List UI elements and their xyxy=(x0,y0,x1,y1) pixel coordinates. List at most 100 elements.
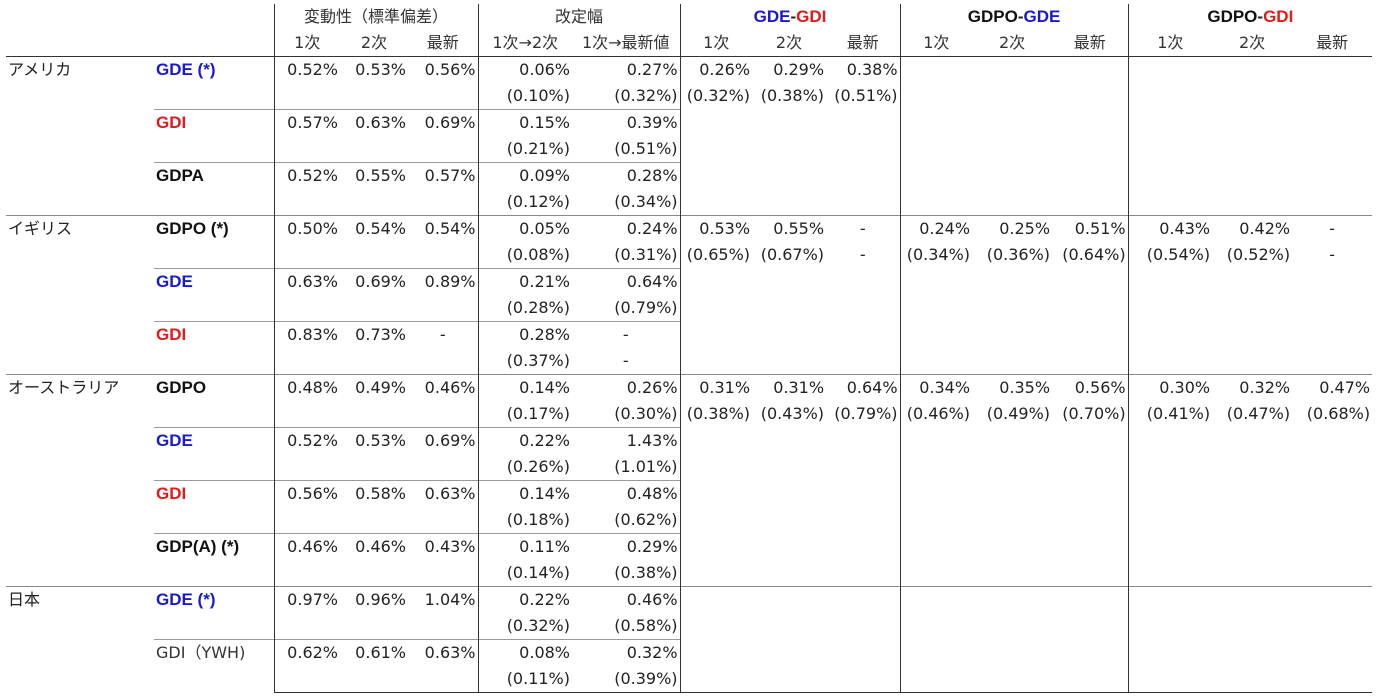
revision-1tolatest-value: (0.30%) xyxy=(614,404,678,423)
volatility-value xyxy=(408,189,478,216)
volatility-value xyxy=(340,189,408,216)
revision-1tolatest-value: 0.27% xyxy=(572,56,681,83)
cross-gde-gdi-value xyxy=(752,560,826,587)
revision-1to2-value: 0.22% xyxy=(477,427,572,454)
cross-gdpo-gdi-value xyxy=(1127,639,1213,666)
cross-gdpo-gde-value xyxy=(899,427,973,454)
table-row: GDI 0.83% 0.73% -0.28% - xyxy=(6,321,1372,375)
header-revision: 改定幅 xyxy=(477,4,681,30)
cross-gdpo-gdi-value: 0.47% xyxy=(1292,374,1373,401)
revision-1tolatest-value: 0.28% xyxy=(572,162,681,189)
cross-gdpo-gdi-value xyxy=(1212,560,1292,587)
volatility-value: 0.55% xyxy=(340,162,408,189)
cross-gde-gdi-value xyxy=(826,269,900,296)
revision-1to2-value: 0.05% xyxy=(477,215,572,242)
volatility-value: 0.63% xyxy=(408,480,478,507)
volatility-value xyxy=(340,136,408,163)
cross-gde-gdi-value xyxy=(826,560,900,587)
revision-1tolatest-value: 0.26% xyxy=(572,374,681,401)
cross-gdpo-gde-value xyxy=(972,136,1052,163)
revision-1tolatest-value: (0.51%) xyxy=(614,139,678,158)
cross-gde-gdi-value: (0.32%) xyxy=(679,83,753,110)
cross-gdpo-gde-value: (0.36%) xyxy=(986,245,1051,265)
table-row: (0.26%) (1.01%) xyxy=(6,454,1372,481)
cross-gdpo-gde-value xyxy=(899,295,973,322)
cross-gde-gdi-value xyxy=(752,110,826,137)
cross-gde-gdi-value: (0.51%) xyxy=(834,86,898,106)
cross-gdpo-gde-value xyxy=(972,269,1052,296)
table-row: GDP(A) (*) 0.46% 0.46% 0.43% 0.11% 0.29% xyxy=(6,533,1372,587)
cross-gdpo-gde-value xyxy=(1052,613,1128,640)
volatility-value xyxy=(273,507,340,534)
volatility-value xyxy=(340,242,408,269)
table-row: GDE 0.63% 0.69% 0.89% 0.21% 0.64% xyxy=(6,268,1372,322)
table-row: GDI 0.56% 0.58% 0.63% 0.14% 0.48% xyxy=(6,480,1372,534)
volatility-value: 0.69% xyxy=(408,109,478,136)
revision-1tolatest-value: 0.39% xyxy=(572,109,681,136)
cross-gdpo-gde-value xyxy=(1052,586,1129,613)
cross-gdpo-gde-value xyxy=(899,560,973,587)
cross-gdpo-gdi-value xyxy=(1292,481,1372,508)
volatility-value xyxy=(408,454,478,481)
cross-gde-gdi-value: 0.55% xyxy=(752,215,827,242)
subheader-vol-latest: 最新 xyxy=(408,30,478,57)
cross-gdpo-gde-value xyxy=(899,268,973,295)
cross-gde-gdi-value xyxy=(826,613,900,640)
subheader-gdegdi-1st: 1次 xyxy=(679,30,753,57)
cross-gdpo-gde-value xyxy=(899,507,973,534)
cross-gdpo-gdi-value xyxy=(1127,136,1213,163)
cross-gdpo-gdi-value: - xyxy=(1292,215,1373,242)
cross-gdpo-gdi-value xyxy=(1292,586,1373,613)
table-row: (0.37%) - xyxy=(6,348,1372,375)
revision-1tolatest-value: (0.31%) xyxy=(614,245,678,264)
cross-gdpo-gdi-value xyxy=(1292,454,1372,481)
group-gdpo-gdi-sep: - xyxy=(1257,7,1264,26)
cross-gdpo-gde-value xyxy=(1052,428,1128,455)
cross-gdpo-gde-value: (0.70%) xyxy=(1062,404,1126,424)
cross-gdpo-gde-value xyxy=(972,110,1052,137)
cross-gdpo-gde-value xyxy=(899,348,973,375)
cross-gdpo-gde-value xyxy=(1052,666,1129,693)
cross-gdpo-gde-value xyxy=(899,454,973,481)
cross-gdpo-gde-value xyxy=(899,480,973,507)
revision-1to2-value: (0.14%) xyxy=(477,560,572,587)
volatility-value: 1.04% xyxy=(408,586,478,613)
cross-gde-gdi-value: (0.79%) xyxy=(834,404,898,424)
cross-gdpo-gdi-value xyxy=(1212,586,1293,613)
cross-gdpo-gdi-value xyxy=(1127,295,1213,322)
cross-gde-gdi-value: 0.64% xyxy=(826,374,901,401)
table-row: イギリス GDPO (*) 0.50% 0.54% 0.54% 0.05% 0.24% 0.5… xyxy=(6,215,1373,375)
cross-gdpo-gdi-value xyxy=(1212,163,1292,190)
cross-gde-gdi-value xyxy=(679,109,753,136)
series-label: GDI xyxy=(154,480,274,534)
cross-gdpo-gdi-value xyxy=(1292,640,1372,667)
volatility-value xyxy=(273,666,340,693)
cross-gdpo-gde-value: 0.35% xyxy=(972,374,1053,401)
volatility-value: 0.53% xyxy=(340,56,408,83)
volatility-value: - xyxy=(408,321,478,348)
cross-gde-gdi-value: 0.26% xyxy=(679,56,753,83)
volatility-value xyxy=(408,242,478,269)
cross-gdpo-gde-value: (0.34%) xyxy=(899,242,973,269)
cross-gdpo-gde-value xyxy=(1052,269,1128,296)
cross-gdpo-gdi-value xyxy=(1292,560,1372,587)
cross-gde-gdi-value xyxy=(826,163,900,190)
revision-1to2-value: 0.28% xyxy=(477,321,572,348)
cross-gde-gdi-value xyxy=(752,507,826,534)
volatility-value xyxy=(408,136,478,163)
table-row: (0.12%) (0.34%) xyxy=(6,189,1372,216)
cross-gde-gdi-value xyxy=(679,427,753,454)
revision-1tolatest-value: (1.01%) xyxy=(614,457,678,476)
cross-gdpo-gdi-value xyxy=(1292,613,1372,640)
cross-gde-gdi-value xyxy=(826,481,900,508)
revision-1tolatest-value: 0.29% xyxy=(572,533,681,560)
revision-1to2-value: 0.11% xyxy=(477,533,572,560)
cross-gdpo-gdi-value xyxy=(1212,136,1292,163)
cross-gdpo-gdi-value xyxy=(1127,560,1213,587)
cross-gde-gdi-value xyxy=(679,613,753,640)
cross-gdpo-gdi-value xyxy=(1212,322,1292,349)
cross-gdpo-gdi-value: (0.68%) xyxy=(1306,404,1371,424)
volatility-value: 0.57% xyxy=(408,162,478,189)
volatility-value xyxy=(408,666,478,693)
volatility-value xyxy=(273,136,340,163)
